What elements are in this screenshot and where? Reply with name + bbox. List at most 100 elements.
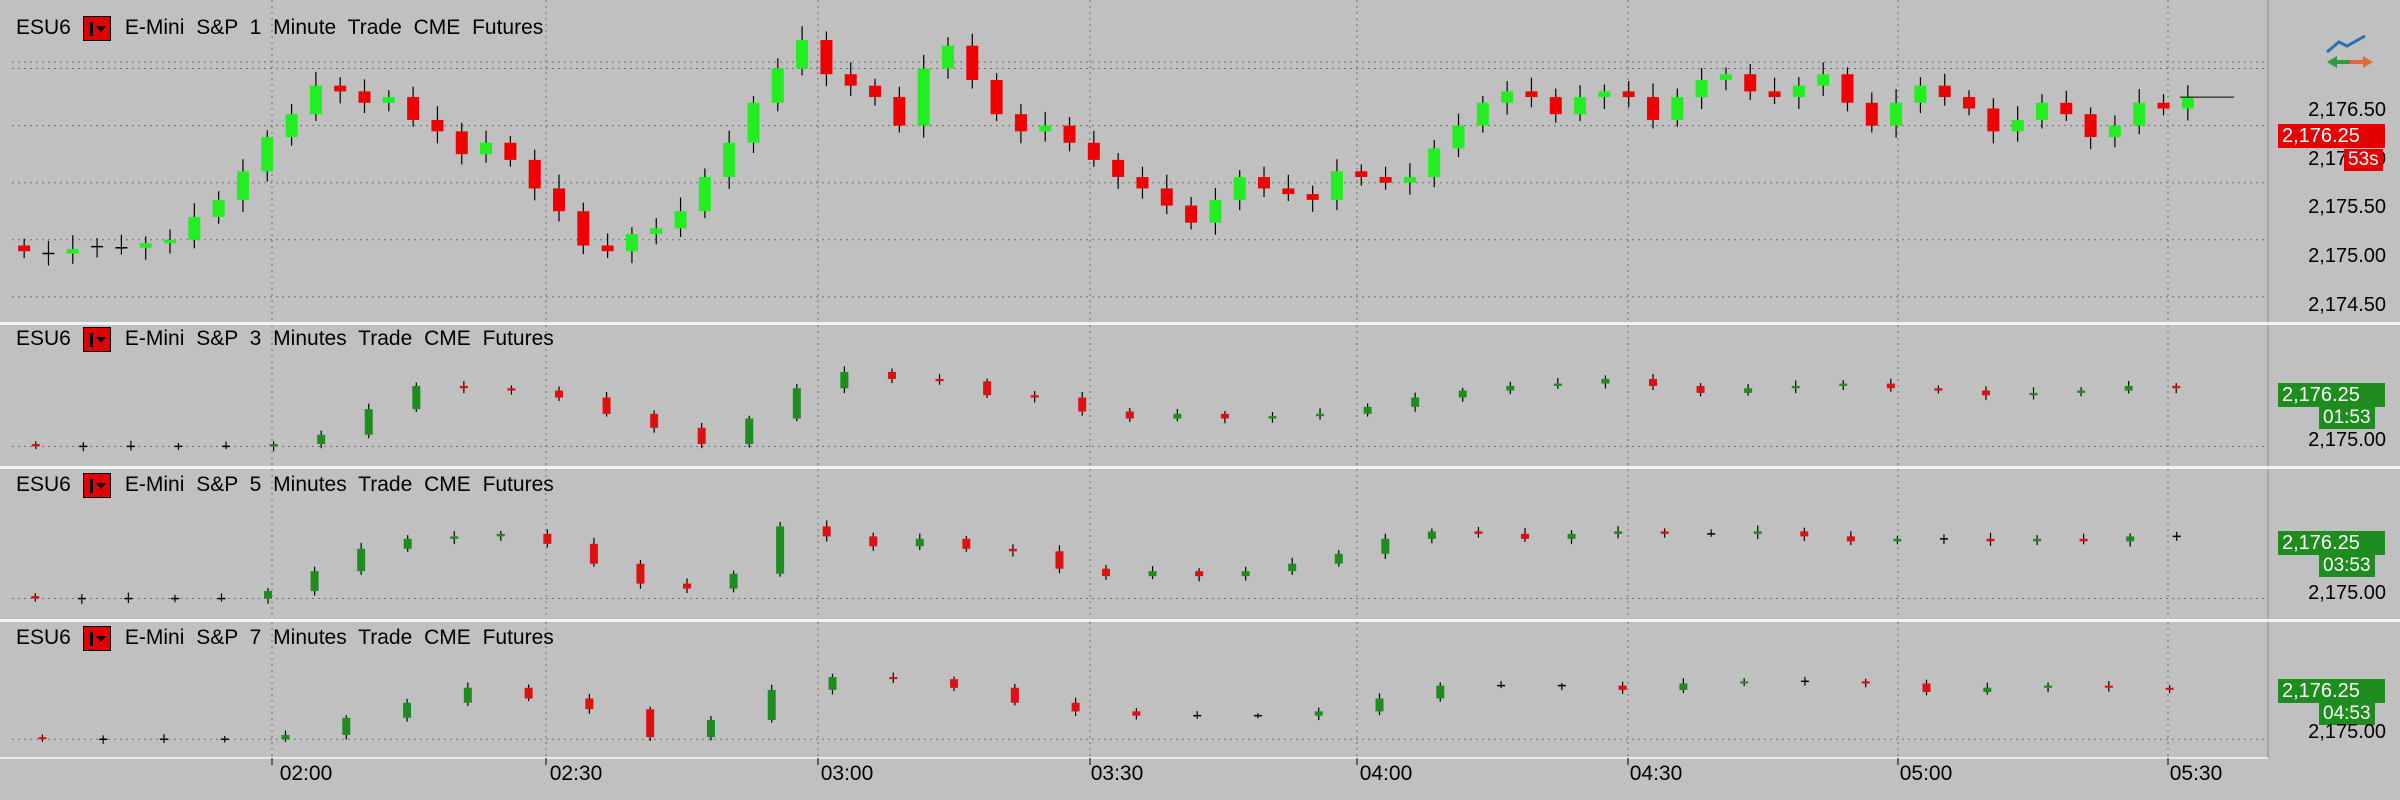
candle-down xyxy=(1549,97,1562,115)
candle-down xyxy=(528,159,541,189)
candle-down xyxy=(589,543,598,564)
candle-up xyxy=(463,687,472,703)
candle-down xyxy=(1963,97,1976,109)
candle-down xyxy=(2104,685,2113,688)
candle-down xyxy=(1841,74,1854,103)
instrument-menu-button[interactable] xyxy=(82,326,111,352)
candle-up xyxy=(1744,388,1753,393)
candle-down xyxy=(1102,568,1110,577)
candle-up xyxy=(317,434,326,445)
candle-up xyxy=(1839,383,1848,386)
candle-up xyxy=(2011,119,2024,132)
candle-down xyxy=(1379,177,1392,183)
candle-up xyxy=(698,177,711,212)
candle-down xyxy=(869,536,878,547)
candle-up xyxy=(310,571,319,592)
price-axis-label: 2,174.50 xyxy=(2308,294,2386,316)
candle-down xyxy=(650,413,659,428)
candle-up xyxy=(342,717,351,735)
candle-up xyxy=(1233,177,1246,200)
candle-up xyxy=(403,538,412,549)
candle-up xyxy=(1792,85,1805,98)
candle-down xyxy=(966,45,979,80)
candle-down xyxy=(1987,108,2000,132)
candle-down xyxy=(1185,205,1198,223)
candle-down xyxy=(683,583,692,589)
candle-up xyxy=(1288,563,1297,572)
candle-up xyxy=(1268,416,1277,419)
candle-up xyxy=(1209,199,1222,223)
candle-up xyxy=(212,199,225,217)
time-axis-label: 04:30 xyxy=(1629,762,1683,785)
candle-up xyxy=(2124,385,2133,391)
price-axis-label: 2,176.50 xyxy=(2308,99,2386,121)
candle-down xyxy=(601,245,614,252)
candle-down xyxy=(1647,97,1659,120)
chart-description: E-Mini S&P 3 Minutes Trade CME Futures xyxy=(124,327,554,350)
candle-up xyxy=(269,444,278,447)
candle-down xyxy=(1282,188,1295,195)
symbol-label: ESU6 xyxy=(16,626,71,649)
candle-up xyxy=(1403,177,1416,183)
candle-up xyxy=(1316,413,1325,417)
bar-timer: 53s xyxy=(2344,149,2383,171)
candle-up xyxy=(480,142,493,155)
instrument-menu-button[interactable] xyxy=(82,15,111,41)
panel-4-header: ESU6 E-Mini S&P 7 Minutes Trade CME Futu… xyxy=(16,623,554,653)
chart-description: E-Mini S&P 1 Minute Trade CME Futures xyxy=(124,16,544,39)
time-axis-label: 04:00 xyxy=(1359,762,1413,785)
candle-down xyxy=(962,538,971,549)
time-axis-label: 03:00 xyxy=(820,762,874,785)
candle-up xyxy=(412,385,421,410)
panel-3-header: ESU6 E-Mini S&P 5 Minutes Trade CME Futu… xyxy=(16,470,554,500)
candle-down xyxy=(983,381,992,396)
candle-up xyxy=(1890,102,1903,126)
candle-up xyxy=(496,533,505,537)
candle-up xyxy=(796,40,809,69)
panel-separator xyxy=(0,322,2400,325)
candle-up xyxy=(1381,538,1390,554)
candle-down xyxy=(990,79,1003,115)
candle-up xyxy=(1574,97,1587,115)
candle-up xyxy=(1375,698,1384,712)
candle-down xyxy=(1071,702,1080,712)
candle-down xyxy=(1125,411,1134,419)
candle-down xyxy=(1618,685,1627,690)
panel-separator xyxy=(0,466,2400,469)
candle-up xyxy=(1679,683,1688,690)
symbol-label: ESU6 xyxy=(16,16,71,39)
instrument-menu-button[interactable] xyxy=(82,625,111,651)
candle-down xyxy=(1938,85,1951,98)
candle-up xyxy=(357,548,366,572)
candle-down xyxy=(1132,711,1141,716)
candle-up xyxy=(1363,406,1372,414)
candle-down xyxy=(1525,91,1538,98)
candle-up xyxy=(1719,74,1732,80)
candle-down xyxy=(1922,683,1931,693)
candle-up xyxy=(1173,413,1182,419)
candle-up xyxy=(2126,536,2135,542)
candle-down xyxy=(507,388,516,391)
time-axis-label: 05:30 xyxy=(2169,762,2223,785)
candle-up xyxy=(1452,125,1465,149)
candle-up xyxy=(1740,681,1749,684)
candle-down xyxy=(543,533,552,544)
candle-up xyxy=(1791,385,1800,389)
instrument-menu-button[interactable] xyxy=(82,472,111,498)
candle-down xyxy=(697,427,706,445)
chart-description: E-Mini S&P 7 Minutes Trade CME Futures xyxy=(124,626,554,649)
price-axis-label: 2,175.00 xyxy=(2308,429,2386,451)
candle-down xyxy=(31,596,40,599)
candle-up xyxy=(776,526,785,574)
candle-up xyxy=(625,234,638,252)
candle-down xyxy=(407,97,420,120)
candle-up xyxy=(1411,397,1420,407)
candle-up xyxy=(1039,125,1052,132)
candle-up xyxy=(747,102,760,143)
candle-up xyxy=(236,171,249,200)
candle-up xyxy=(1506,385,1515,391)
candle-down xyxy=(1934,388,1943,391)
candle-up xyxy=(1598,91,1611,98)
candle-up xyxy=(1753,531,1762,534)
